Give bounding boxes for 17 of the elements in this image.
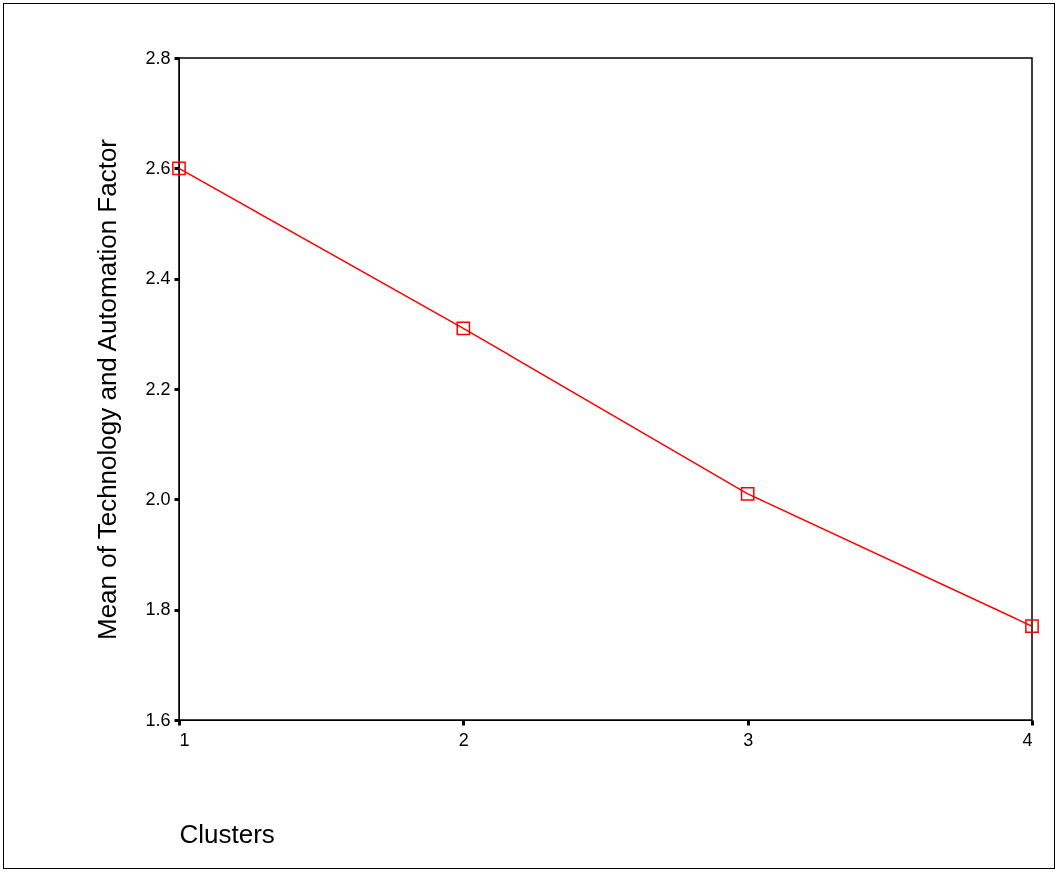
x-tick-label: 4 (1022, 729, 1033, 750)
y-tick-label: 1.6 (145, 709, 171, 730)
y-tick-label: 2.6 (145, 157, 171, 178)
point (172, 161, 186, 176)
x-tick-label: 2 (458, 729, 469, 750)
x-tick-label: 1 (179, 729, 190, 750)
point (740, 486, 755, 501)
x-tick-label: 3 (743, 729, 754, 750)
point (1025, 619, 1039, 634)
y-tick-label: 2.2 (145, 378, 171, 399)
y-axis-title: Mean of Technology and Automation Factor (92, 138, 123, 641)
point (456, 321, 471, 336)
y-tick-label: 2.0 (145, 488, 171, 509)
y-tick-label: 2.8 (145, 47, 171, 68)
y-tick-label: 1.8 (145, 599, 171, 620)
y-tick-label: 2.4 (145, 268, 171, 289)
x-axis-title: Clusters (179, 818, 275, 849)
